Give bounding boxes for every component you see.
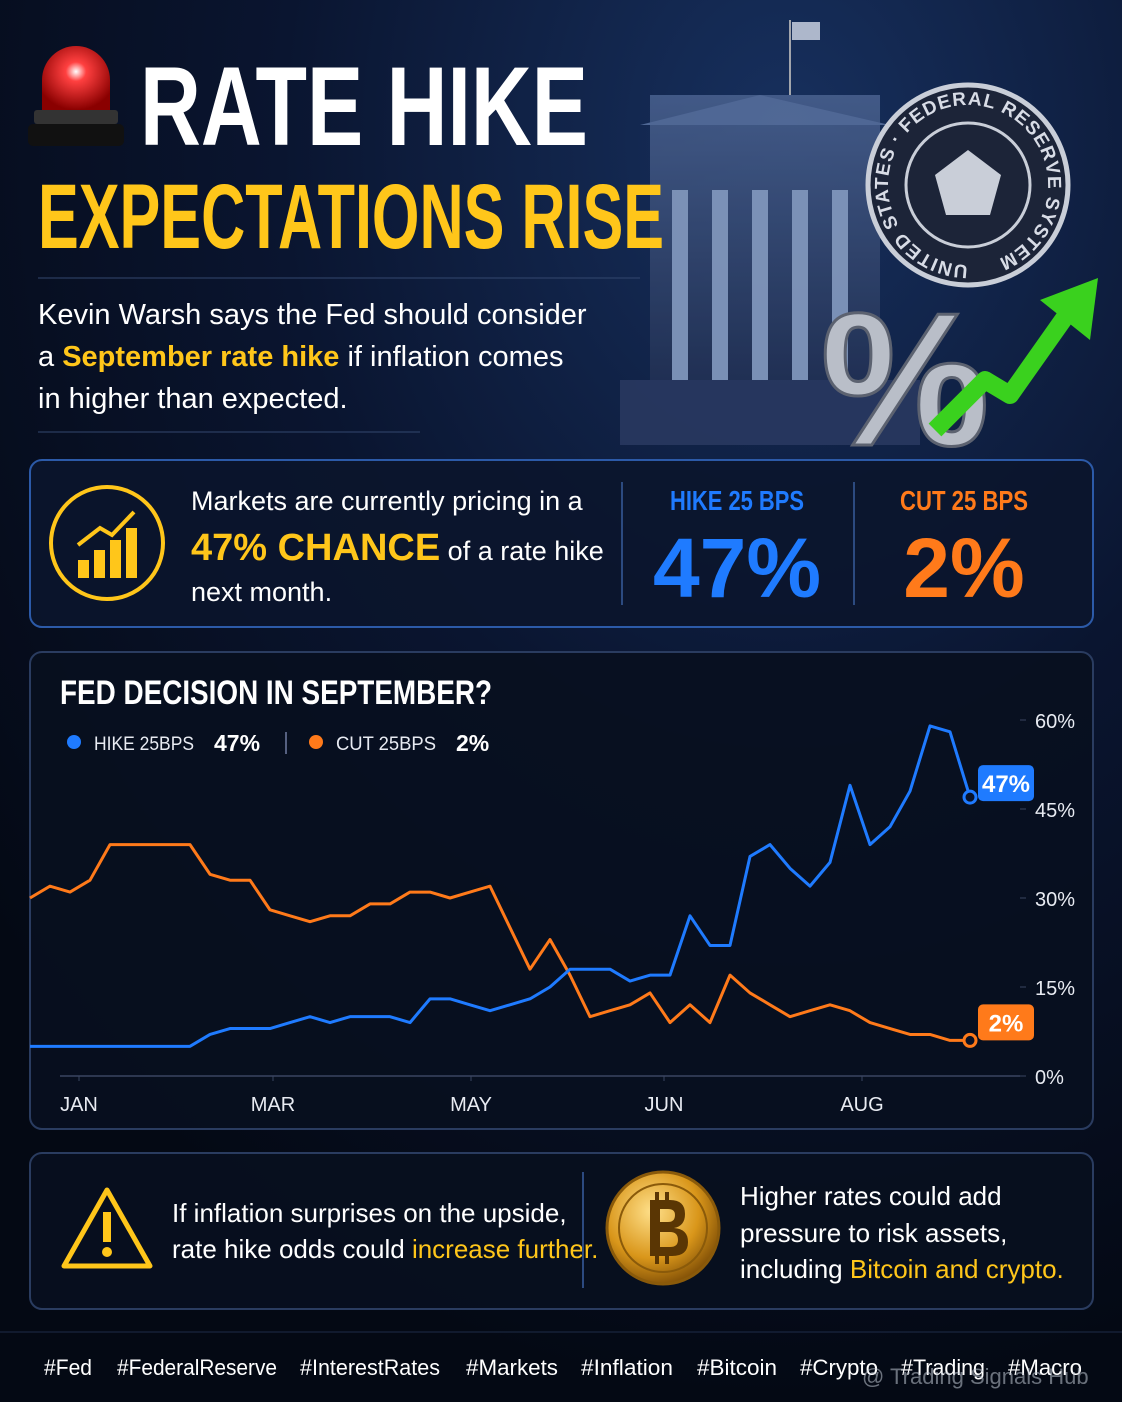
note-highlight: Bitcoin and crypto. (850, 1254, 1064, 1284)
subtitle-text: a (38, 341, 62, 373)
cut-value: 2% (903, 521, 1024, 615)
fed-building (620, 20, 920, 445)
series-line (29, 843, 970, 1042)
note-right-line3: including Bitcoin and crypto. (740, 1254, 1064, 1284)
hashtag: #Fed (44, 1355, 92, 1380)
note-text: rate hike odds could (172, 1234, 412, 1264)
x-tick-label: JAN (60, 1094, 98, 1116)
hashtag: #Crypto (800, 1355, 878, 1380)
chart-title: FED DECISION IN SEPTEMBER? (60, 674, 492, 712)
note-highlight: increase further. (412, 1234, 598, 1264)
legend-value: 2% (456, 730, 489, 756)
title-line1: RATE HIKE (140, 44, 588, 169)
y-tick-label: 15% (1035, 978, 1075, 1000)
hashtag: #Inflation (581, 1355, 673, 1380)
arrow-head (1040, 278, 1098, 340)
chart-icon (49, 485, 165, 601)
note-right-line2: pressure to risk assets, (740, 1218, 1007, 1248)
legend-label: CUT 25BPS (336, 734, 436, 755)
watermark: @ Trading Signals Hub (862, 1364, 1089, 1389)
legend-label: HIKE 25BPS (94, 734, 194, 755)
x-tick-label: MAR (251, 1094, 295, 1116)
hike-label: HIKE 25 BPS (670, 485, 804, 516)
x-tick-label: MAY (450, 1094, 492, 1116)
series-line (30, 724, 972, 1048)
hashtag: #Bitcoin (697, 1355, 777, 1380)
note-text: including (740, 1254, 850, 1284)
end-marker (962, 789, 978, 805)
bitcoin-icon (605, 1170, 721, 1286)
stats-panel (29, 459, 1094, 628)
hike-value: 47% (653, 521, 821, 615)
note-left-line2: rate hike odds could increase further. (172, 1234, 598, 1264)
cut-label: CUT 25 BPS (900, 485, 1028, 516)
note-left-line1: If inflation surprises on the upside, (172, 1198, 567, 1228)
siren-icon (28, 46, 124, 146)
subtitle-line2: a September rate hike if inflation comes (38, 341, 563, 373)
notes-panel (29, 1152, 1094, 1310)
hashtag: #Macro (1008, 1355, 1082, 1380)
hashtag: #InterestRates (300, 1355, 440, 1380)
stats-line1: Markets are currently pricing in a (191, 486, 584, 516)
chart: 0% 15% 30% 45% 60% JAN MAR MAY JUN AUG HIKE 25BPS 4… (29, 711, 1075, 1116)
end-badge (978, 1004, 1034, 1041)
hashtag: #Markets (466, 1355, 558, 1380)
title-line2: EXPECTATIONS RISE (38, 166, 664, 268)
stats-highlight: 47% CHANCE (191, 527, 440, 569)
subtitle-line1: Kevin Warsh says the Fed should consider (38, 299, 587, 331)
y-tick-label: 45% (1035, 800, 1075, 822)
subtitle-text: if inflation comes (339, 341, 563, 373)
stats-line2: 47% CHANCE of a rate hike (191, 527, 604, 569)
end-label: 2% (989, 1010, 1024, 1037)
hashtag: #FederalReserve (117, 1355, 277, 1380)
hashtag: #Trading (901, 1355, 985, 1380)
percent-symbol: % (821, 274, 990, 486)
end-badge (978, 765, 1034, 802)
end-label: 47% (982, 771, 1030, 798)
fed-seal: UNITED STATES · FEDERAL RESERVE SYSTEM (865, 82, 1071, 288)
hashtags: #Fed #FederalReserve #InterestRates #Market… (44, 1355, 1082, 1380)
y-tick-label: 30% (1035, 889, 1075, 911)
rising-arrow (928, 304, 1078, 437)
subtitle-highlight: September rate hike (62, 341, 339, 373)
legend-dot (67, 735, 81, 749)
x-tick-label: JUN (645, 1094, 684, 1116)
y-tick-label: 0% (1035, 1067, 1064, 1089)
end-marker (962, 1032, 978, 1048)
stats-line3: next month. (191, 577, 332, 607)
legend-value: 47% (214, 730, 260, 756)
subtitle-line3: in higher than expected. (38, 383, 348, 415)
legend-dot (309, 735, 323, 749)
x-tick-label: AUG (840, 1094, 883, 1116)
stats-text: of a rate hike (440, 536, 604, 566)
warning-icon (61, 1187, 153, 1269)
note-right-line1: Higher rates could add (740, 1181, 1002, 1211)
y-tick-label: 60% (1035, 711, 1075, 733)
chart-panel (29, 651, 1094, 1130)
